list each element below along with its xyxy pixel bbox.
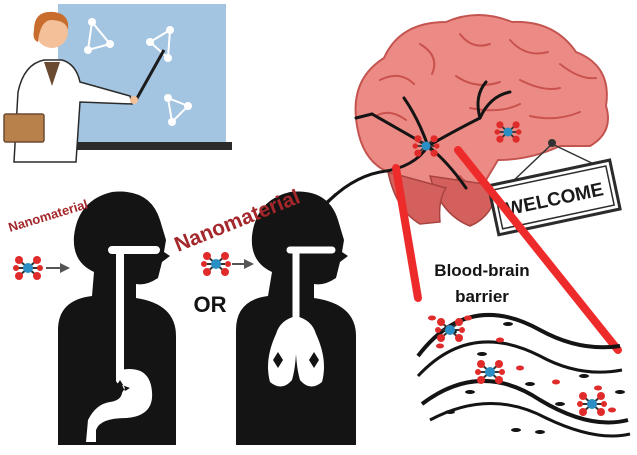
ingestion-figure [12, 191, 176, 445]
molecule-icon [12, 255, 44, 281]
lungs-icon [268, 316, 324, 387]
teacher-icon [3, 4, 232, 163]
molecule-icon [576, 391, 608, 417]
barrier-label-line2: barrier [455, 287, 509, 306]
inhalation-figure [200, 191, 356, 445]
barrier-lines [392, 146, 622, 354]
stomach-icon [86, 368, 153, 442]
or-label: OR [194, 292, 227, 317]
molecule-icon [434, 317, 466, 343]
blood-vessel-icon [416, 312, 631, 438]
barrier-label-line1: Blood-brain [434, 261, 529, 280]
brain-icon [322, 14, 609, 227]
molecule-icon [200, 251, 232, 277]
welcome-sign-icon: WELCOME [486, 139, 622, 237]
